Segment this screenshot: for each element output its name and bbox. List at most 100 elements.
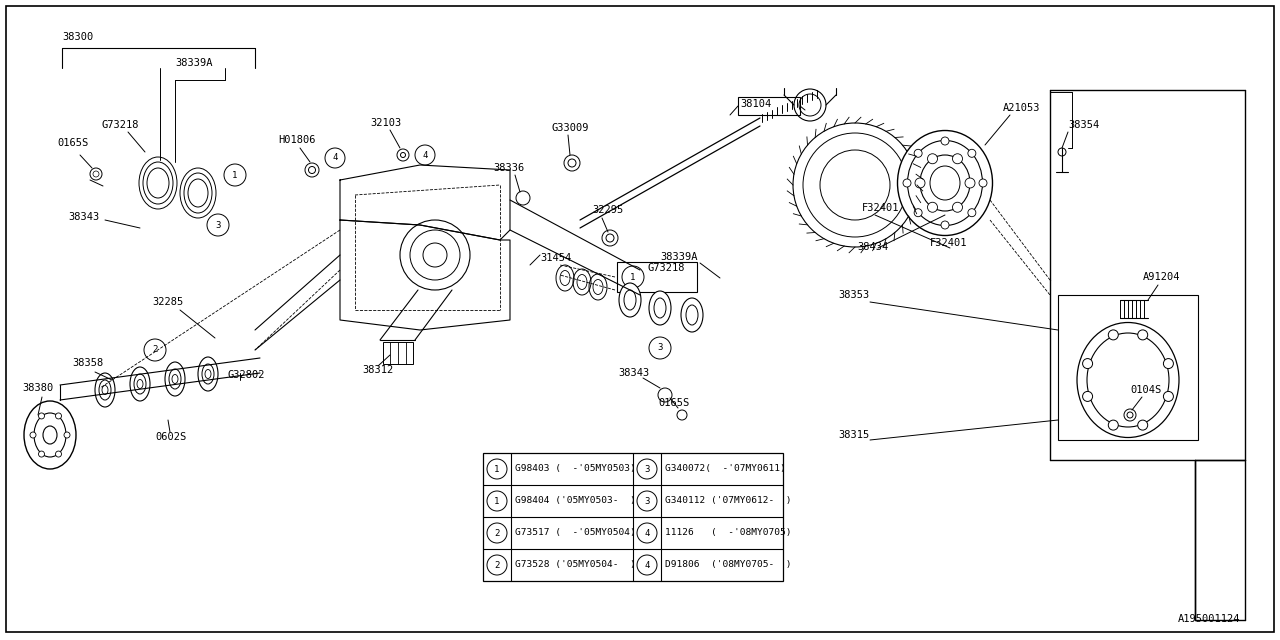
Circle shape [637,523,657,543]
Circle shape [90,168,102,180]
Text: 11126   (  -'08MY0705): 11126 ( -'08MY0705) [666,529,791,538]
Ellipse shape [897,131,992,236]
Text: 32103: 32103 [370,118,401,128]
Circle shape [602,230,618,246]
Circle shape [305,163,319,177]
Circle shape [55,451,61,457]
Text: 38336: 38336 [493,163,525,173]
Text: A21053: A21053 [1004,103,1041,113]
Text: F32401: F32401 [931,238,968,248]
Ellipse shape [44,426,58,444]
Text: 38358: 38358 [72,358,104,368]
Bar [383,342,413,364]
Circle shape [928,202,937,212]
Text: F32401: F32401 [861,203,900,213]
Text: 1: 1 [630,273,636,282]
Ellipse shape [137,380,143,388]
Circle shape [952,154,963,164]
Circle shape [308,166,315,173]
Circle shape [794,123,916,247]
Circle shape [1138,420,1148,430]
Text: 3: 3 [644,465,650,474]
Ellipse shape [202,364,214,384]
Ellipse shape [654,298,666,318]
Text: D91806  ('08MY0705-  ): D91806 ('08MY0705- ) [666,561,791,570]
Ellipse shape [1076,323,1179,438]
Circle shape [605,234,614,242]
Text: 32295: 32295 [591,205,623,215]
Ellipse shape [99,380,111,400]
Text: 31454: 31454 [540,253,571,263]
Text: 3: 3 [658,344,663,353]
Text: 38343: 38343 [68,212,100,222]
Text: A195001124: A195001124 [1178,614,1240,624]
Circle shape [410,230,460,280]
Ellipse shape [95,373,115,407]
Ellipse shape [620,283,641,317]
Text: A91204: A91204 [1143,272,1180,282]
Circle shape [568,159,576,167]
Text: G73218: G73218 [648,263,686,273]
Circle shape [486,459,507,479]
Circle shape [422,243,447,267]
Ellipse shape [198,357,218,391]
Circle shape [1126,412,1133,418]
Ellipse shape [24,401,76,469]
Circle shape [1108,420,1119,430]
Circle shape [649,337,671,359]
Text: 38300: 38300 [61,32,93,42]
Text: 38339A: 38339A [175,58,212,68]
Text: 0602S: 0602S [155,432,187,442]
Circle shape [677,410,687,420]
Text: 4: 4 [422,150,428,159]
Circle shape [38,451,45,457]
Text: G73528 ('05MY0504-  ): G73528 ('05MY0504- ) [515,561,636,570]
Text: G340072(  -'07MY0611): G340072( -'07MY0611) [666,465,786,474]
Circle shape [207,214,229,236]
Circle shape [914,209,922,217]
Circle shape [915,178,925,188]
Circle shape [1059,148,1066,156]
Circle shape [1164,358,1174,369]
Text: 4: 4 [644,529,650,538]
Ellipse shape [681,298,703,332]
Ellipse shape [165,362,186,396]
Circle shape [325,148,346,168]
Circle shape [952,202,963,212]
Circle shape [1108,330,1119,340]
Circle shape [486,555,507,575]
Circle shape [397,149,410,161]
Circle shape [820,150,890,220]
Ellipse shape [35,413,67,457]
Text: 2: 2 [152,346,157,355]
Circle shape [622,266,644,288]
Circle shape [928,154,937,164]
Text: 38354: 38354 [1068,120,1100,130]
Circle shape [1083,392,1093,401]
Ellipse shape [205,369,211,378]
Text: 2: 2 [494,529,499,538]
Text: 2: 2 [494,561,499,570]
Text: G73218: G73218 [102,120,140,130]
Circle shape [968,209,975,217]
Text: G73517 (  -'05MY0504): G73517 ( -'05MY0504) [515,529,636,538]
Ellipse shape [1087,333,1169,427]
Circle shape [486,523,507,543]
Text: 4: 4 [644,561,650,570]
Circle shape [1138,330,1148,340]
Circle shape [1083,358,1093,369]
Circle shape [658,388,672,402]
Ellipse shape [169,369,180,389]
Circle shape [637,459,657,479]
Text: 3: 3 [644,497,650,506]
Circle shape [55,413,61,419]
Text: G33009: G33009 [552,123,590,133]
Text: 38353: 38353 [838,290,869,300]
Circle shape [1124,409,1137,421]
Ellipse shape [931,166,960,200]
Circle shape [637,555,657,575]
Ellipse shape [686,305,698,325]
Text: G98404 ('05MY0503-  ): G98404 ('05MY0503- ) [515,497,636,506]
Ellipse shape [134,374,146,394]
Circle shape [143,339,166,361]
